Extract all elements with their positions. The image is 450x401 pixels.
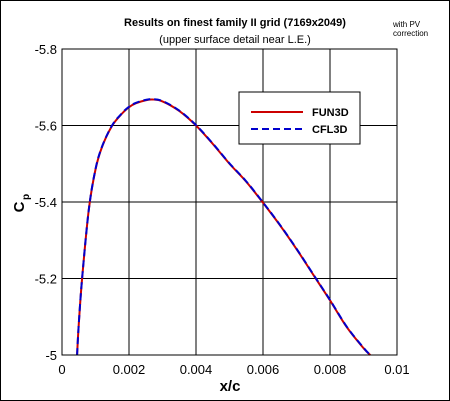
legend-label-cfl3d: CFL3D [312,124,348,136]
y-tick-label: -5.2 [35,272,57,287]
chart-subtitle: (upper surface detail near L.E.) [159,34,311,46]
x-tick-label: 0.008 [314,362,347,377]
x-tick-label: 0.004 [180,362,213,377]
x-tick-label: 0.002 [113,362,146,377]
x-axis-label: x/c [220,378,241,395]
y-tick-label: -5.8 [35,42,57,57]
series-line-cfl3d [76,98,371,356]
series-layer [76,98,371,356]
annotation-line-1: with PV [392,20,421,29]
y-tick-label: -5.4 [35,195,57,210]
annotation-line-2: correction [393,29,428,38]
y-tick-label: -5 [45,348,57,363]
legend: FUN3D CFL3D [238,91,361,145]
y-axis-label-group: C p [11,194,32,213]
y-axis-label: C [11,201,28,212]
tick-labels: 0 0.002 0.004 0.006 0.008 0.01 -5.8 -5.6 -5.4 -5.… [35,42,410,377]
x-tick-label: 0 [58,362,65,377]
chart-title: Results on finest family II grid (7169x2… [124,17,346,29]
x-tick-label: 0.006 [247,362,280,377]
legend-box [238,91,361,145]
legend-label-fun3d: FUN3D [312,107,349,119]
x-tick-label: 0.01 [384,362,409,377]
y-axis-label-subscript: p [21,194,32,200]
y-tick-label: -5.6 [35,119,57,134]
